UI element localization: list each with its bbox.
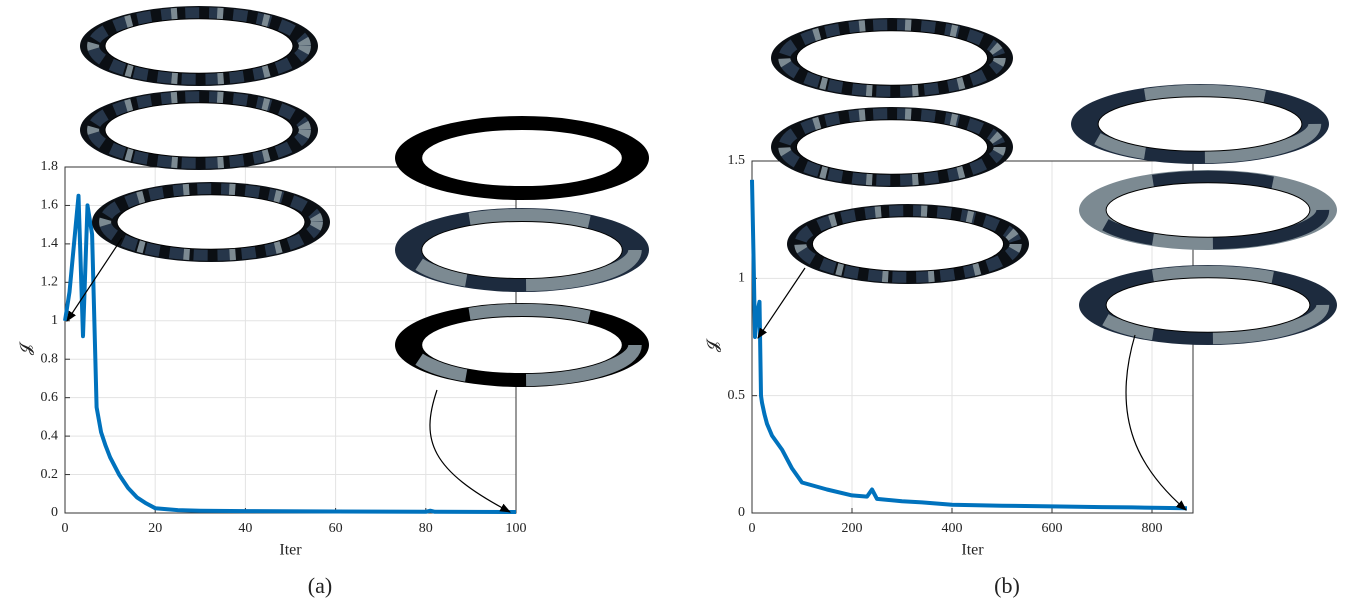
ring-inner xyxy=(795,119,989,175)
y-tick-label: 0 xyxy=(738,505,745,520)
chart: 0 0.2 0.4 0.6 0.8 1 1.2 1.4 1.6 1.8 0 20 40 60 80 100 It… xyxy=(18,159,527,598)
ring-inner xyxy=(421,315,623,375)
ring-stripes xyxy=(87,91,311,169)
ring-inner xyxy=(1105,182,1311,238)
y-tick-label: 1.8 xyxy=(41,159,59,174)
ring xyxy=(92,182,330,262)
ring xyxy=(395,208,649,292)
ring-stripes xyxy=(778,108,1006,186)
x-tick-label: 200 xyxy=(842,521,863,536)
y-tick-label: 0.2 xyxy=(41,467,59,482)
x-axis-label: Iter xyxy=(961,542,984,559)
ring xyxy=(395,303,649,387)
ring-stripes xyxy=(99,183,323,261)
arrow xyxy=(757,267,806,339)
y-tick-label: 1.4 xyxy=(41,236,59,251)
ring-blobs xyxy=(1086,170,1330,250)
ring xyxy=(395,116,649,200)
ring xyxy=(1079,265,1337,345)
ring-inner xyxy=(1105,277,1311,333)
caption: (b) xyxy=(994,573,1020,598)
x-tick-label: 40 xyxy=(238,521,252,536)
ring-blobs xyxy=(1086,265,1330,345)
y-tick-label: 1.5 xyxy=(728,153,746,168)
x-tick-label: 400 xyxy=(942,521,963,536)
ring xyxy=(1071,84,1329,164)
y-tick-label: 1.2 xyxy=(41,275,59,290)
ring-blobs xyxy=(402,303,642,387)
ring-stripes xyxy=(778,19,1006,97)
caption: (a) xyxy=(308,573,332,598)
arrows xyxy=(66,237,1187,513)
x-tick-label: 20 xyxy=(148,521,162,536)
ring-inner xyxy=(104,18,294,74)
ring-blobs xyxy=(1078,84,1322,164)
plots: 00.20.40.60.811.21.41.61.80 20 40 60 80 100It… xyxy=(18,153,1194,598)
ring xyxy=(80,90,318,170)
x-tick-label: 0 xyxy=(62,521,69,536)
ring xyxy=(771,18,1013,98)
y-tick-label: 1.6 xyxy=(41,198,59,213)
x-axis-label: Iter xyxy=(279,542,302,559)
ring xyxy=(80,6,318,86)
x-tick-label: 600 xyxy=(1042,521,1063,536)
ring-inner xyxy=(116,194,306,250)
x-tick-label: 100 xyxy=(506,521,527,536)
y-tick-label: 0.4 xyxy=(41,428,59,443)
ring-stripes xyxy=(794,205,1022,283)
ring-inner xyxy=(811,216,1005,272)
ring-inner xyxy=(421,128,623,188)
data-line xyxy=(63,193,517,514)
x-tick-label: 0 xyxy=(749,521,756,536)
y-tick-label: 0 xyxy=(51,505,58,520)
ring xyxy=(787,204,1029,284)
ring-inner xyxy=(104,102,294,158)
arrow xyxy=(1125,334,1187,511)
y-tick-label: 0.8 xyxy=(41,351,59,366)
x-tick-label: 60 xyxy=(329,521,343,536)
arrow xyxy=(66,237,123,322)
ring-blobs xyxy=(402,208,642,292)
y-tick-label: 1 xyxy=(51,313,58,328)
ring-inner xyxy=(421,220,623,280)
ring-inner xyxy=(795,30,989,86)
x-tick-label: 80 xyxy=(419,521,433,536)
ring-stripes xyxy=(87,7,311,85)
x-tick-label: 800 xyxy=(1142,521,1163,536)
y-tick-label: 0.6 xyxy=(41,390,59,405)
y-axis-label: 𝓙 xyxy=(18,342,35,356)
y-tick-label: 1 xyxy=(738,271,745,286)
ring xyxy=(1079,170,1337,250)
ring-inner xyxy=(1097,96,1303,152)
rings xyxy=(80,6,1337,387)
ring xyxy=(771,107,1013,187)
y-tick-label: 0.5 xyxy=(728,388,746,403)
arrow xyxy=(429,389,511,513)
y-axis-label: 𝓙 xyxy=(705,339,722,353)
